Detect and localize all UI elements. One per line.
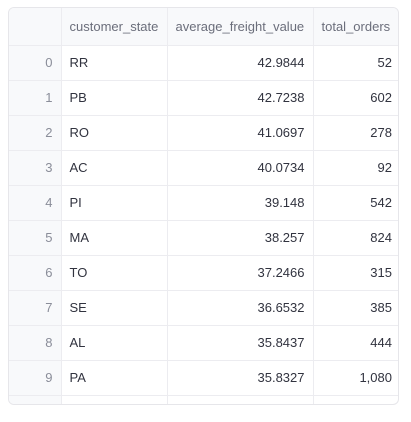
row-index-cell: 4 — [9, 185, 62, 221]
column-header-customer-state[interactable]: customer_state — [61, 8, 168, 46]
empty-cell — [61, 395, 168, 404]
table-row[interactable]: 5 MA 38.257 824 — [9, 220, 398, 256]
table-body: 0 RR 42.9844 52 1 PB 42.7238 602 2 RO 41.0697 278 3 A… — [9, 45, 398, 404]
row-index-cell: 7 — [9, 290, 62, 326]
empty-cell — [167, 395, 314, 404]
customer-state-cell[interactable]: RR — [61, 45, 168, 81]
empty-cell — [313, 395, 398, 404]
average-freight-value-cell[interactable]: 39.148 — [167, 185, 314, 221]
customer-state-cell[interactable]: RO — [61, 115, 168, 151]
table-row[interactable]: 6 TO 37.2466 315 — [9, 255, 398, 291]
table-row[interactable]: 9 PA 35.8327 1,080 — [9, 360, 398, 396]
customer-state-cell[interactable]: PI — [61, 185, 168, 221]
total-orders-cell[interactable]: 542 — [313, 185, 398, 221]
row-index-cell: 0 — [9, 45, 62, 81]
row-index-cell: 3 — [9, 150, 62, 186]
total-orders-cell[interactable]: 385 — [313, 290, 398, 326]
total-orders-cell[interactable]: 602 — [313, 80, 398, 116]
empty-cell — [9, 395, 62, 404]
total-orders-cell[interactable]: 1,080 — [313, 360, 398, 396]
dataframe-table: customer_state average_freight_value tot… — [9, 8, 398, 404]
average-freight-value-cell[interactable]: 37.2466 — [167, 255, 314, 291]
row-index-cell: 9 — [9, 360, 62, 396]
table-row[interactable]: 4 PI 39.148 542 — [9, 185, 398, 221]
customer-state-cell[interactable]: PA — [61, 360, 168, 396]
total-orders-cell[interactable]: 52 — [313, 45, 398, 81]
row-index-cell: 6 — [9, 255, 62, 291]
average-freight-value-cell[interactable]: 42.7238 — [167, 80, 314, 116]
table-row[interactable]: 8 AL 35.8437 444 — [9, 325, 398, 361]
average-freight-value-cell[interactable]: 36.6532 — [167, 290, 314, 326]
average-freight-value-cell[interactable]: 40.0734 — [167, 150, 314, 186]
average-freight-value-cell[interactable]: 38.257 — [167, 220, 314, 256]
dataframe-table-container[interactable]: customer_state average_freight_value tot… — [8, 7, 399, 405]
average-freight-value-cell[interactable]: 41.0697 — [167, 115, 314, 151]
table-header-row: customer_state average_freight_value tot… — [9, 8, 398, 46]
table-row[interactable]: 0 RR 42.9844 52 — [9, 45, 398, 81]
customer-state-cell[interactable]: PB — [61, 80, 168, 116]
index-column-header — [9, 8, 62, 46]
average-freight-value-cell[interactable]: 35.8327 — [167, 360, 314, 396]
column-header-average-freight-value[interactable]: average_freight_value — [167, 8, 314, 46]
table-row[interactable]: 2 RO 41.0697 278 — [9, 115, 398, 151]
average-freight-value-cell[interactable]: 42.9844 — [167, 45, 314, 81]
row-index-cell: 2 — [9, 115, 62, 151]
row-index-cell: 8 — [9, 325, 62, 361]
customer-state-cell[interactable]: AL — [61, 325, 168, 361]
row-index-cell: 5 — [9, 220, 62, 256]
table-row[interactable]: 3 AC 40.0734 92 — [9, 150, 398, 186]
average-freight-value-cell[interactable]: 35.8437 — [167, 325, 314, 361]
table-row[interactable]: 1 PB 42.7238 602 — [9, 80, 398, 116]
total-orders-cell[interactable]: 278 — [313, 115, 398, 151]
customer-state-cell[interactable]: SE — [61, 290, 168, 326]
customer-state-cell[interactable]: MA — [61, 220, 168, 256]
total-orders-cell[interactable]: 824 — [313, 220, 398, 256]
column-header-total-orders[interactable]: total_orders — [313, 8, 398, 46]
customer-state-cell[interactable]: TO — [61, 255, 168, 291]
table-row[interactable]: 7 SE 36.6532 385 — [9, 290, 398, 326]
total-orders-cell[interactable]: 92 — [313, 150, 398, 186]
table-empty-row — [9, 395, 398, 404]
row-index-cell: 1 — [9, 80, 62, 116]
customer-state-cell[interactable]: AC — [61, 150, 168, 186]
total-orders-cell[interactable]: 444 — [313, 325, 398, 361]
total-orders-cell[interactable]: 315 — [313, 255, 398, 291]
